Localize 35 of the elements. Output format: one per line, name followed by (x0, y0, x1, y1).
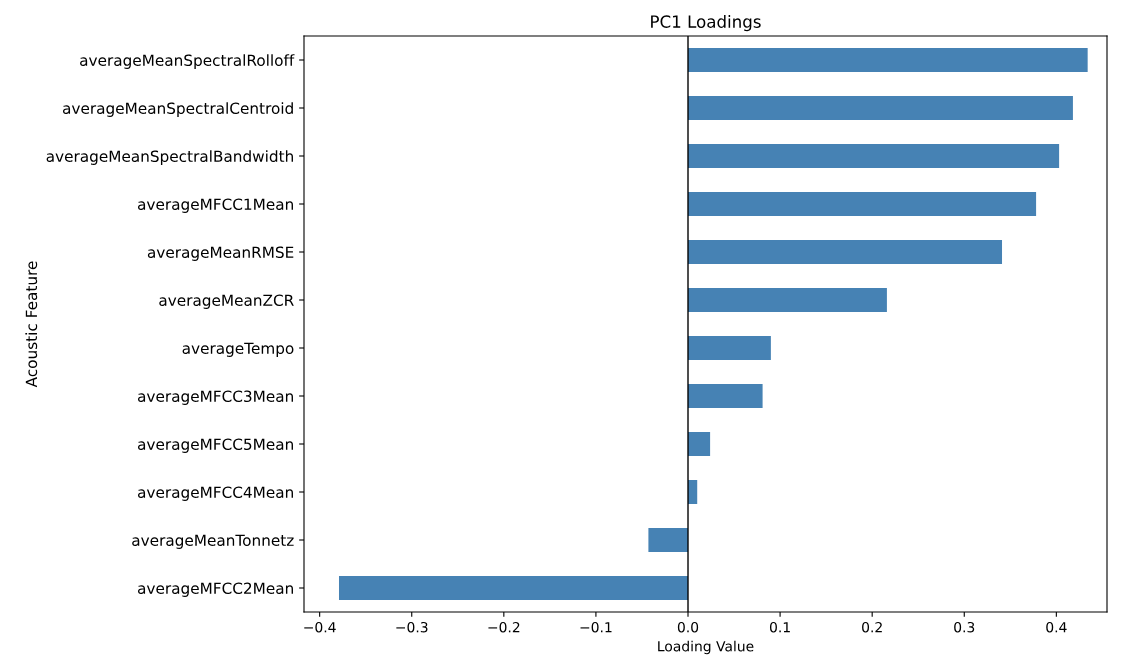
bar (688, 432, 711, 456)
y-tick-label: averageMeanTonnetz (132, 534, 294, 549)
y-tick-label: averageMFCC3Mean (137, 390, 293, 405)
bar (338, 576, 688, 600)
y-tick-label: averageMeanSpectralRolloff (80, 54, 295, 69)
y-tick-label: averageMFCC2Mean (137, 582, 293, 597)
x-tick-label: 0.0 (677, 621, 699, 633)
x-axis-title: Loading Value (658, 640, 754, 655)
bar (688, 48, 1088, 72)
bar (688, 96, 1073, 120)
y-axis-title: Acoustic Feature (25, 261, 38, 388)
bar (648, 528, 688, 552)
bar (688, 288, 887, 312)
x-tick-label: −0.2 (488, 621, 520, 633)
bar (688, 144, 1060, 168)
bar (688, 384, 763, 408)
x-tick-label: 0.1 (769, 621, 790, 633)
x-tick-label: 0.3 (954, 621, 975, 633)
y-tick-label: averageMFCC1Mean (137, 198, 293, 213)
y-tick-label: averageMFCC5Mean (137, 438, 293, 453)
y-tick-label: averageMeanSpectralCentroid (62, 102, 293, 117)
bar (688, 336, 771, 360)
bar (688, 240, 1003, 264)
y-tick-label: averageMeanSpectralBandwidth (46, 150, 293, 165)
x-tick-label: 0.4 (1046, 621, 1067, 633)
x-tick-label: −0.3 (396, 621, 428, 633)
x-tick-label: −0.1 (580, 621, 612, 633)
x-tick-label: −0.4 (304, 621, 336, 633)
y-tick-label: averageMeanZCR (159, 294, 294, 309)
y-tick-label: averageTempo (182, 342, 294, 357)
y-tick-label: averageMeanRMSE (147, 246, 294, 261)
bar (688, 192, 1037, 216)
y-tick-label: averageMFCC4Mean (137, 486, 293, 501)
chart-title: PC1 Loadings (651, 15, 761, 32)
x-tick-label: 0.2 (862, 621, 882, 633)
